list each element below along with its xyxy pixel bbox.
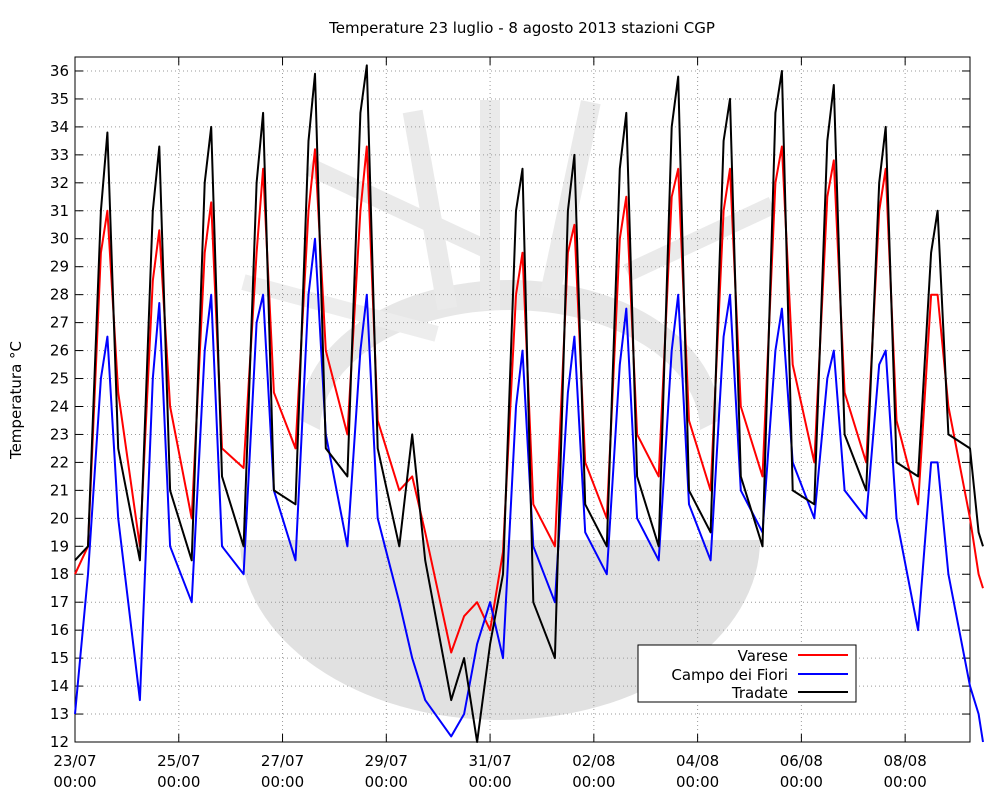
x-axis: 23/07 00:00 25/07 00:00 27/07 00:00 29/07 00:00… <box>53 57 927 791</box>
y-tick-label: 12 <box>50 733 69 751</box>
x-tick-label-time: 00:00 <box>261 773 304 791</box>
y-tick-label: 29 <box>50 258 69 276</box>
y-tick-label: 34 <box>50 118 69 136</box>
y-tick-label: 20 <box>50 509 69 527</box>
y-tick-label: 31 <box>50 202 69 220</box>
y-tick-label: 35 <box>50 90 69 108</box>
series-line-campo-dei-fiori <box>74 237 984 743</box>
y-tick-label: 19 <box>50 537 69 555</box>
x-tick-label-date: 27/07 <box>261 752 304 770</box>
legend-label-varese: Varese <box>738 647 788 665</box>
y-tick-label: 26 <box>50 342 69 360</box>
legend-label-tradate: Tradate <box>731 684 788 702</box>
x-tick-label-date: 06/08 <box>780 752 823 770</box>
x-tick-label-time: 00:00 <box>780 773 823 791</box>
x-tick-label-date: 25/07 <box>157 752 200 770</box>
y-tick-label: 32 <box>50 174 69 192</box>
x-tick-label-date: 31/07 <box>468 752 511 770</box>
x-tick-label-date: 23/07 <box>53 752 96 770</box>
x-tick-label-time: 00:00 <box>884 773 927 791</box>
y-tick-label: 25 <box>50 370 69 388</box>
y-tick-label: 24 <box>50 397 69 415</box>
y-tick-label: 36 <box>50 62 69 80</box>
y-axis: 12 13 14 15 16 17 18 19 20 21 22 23 24 25 26 27 28 29 30 31… <box>50 62 970 751</box>
legend-label-campo-dei-fiori: Campo dei Fiori <box>671 666 788 684</box>
y-tick-label: 28 <box>50 286 69 304</box>
y-tick-label: 14 <box>50 677 69 695</box>
y-tick-label: 16 <box>50 621 69 639</box>
x-tick-label-time: 00:00 <box>572 773 615 791</box>
y-tick-label: 21 <box>50 481 69 499</box>
y-tick-label: 30 <box>50 230 69 248</box>
x-tick-label-time: 00:00 <box>157 773 200 791</box>
y-tick-label: 18 <box>50 565 69 583</box>
x-tick-label-time: 00:00 <box>53 773 96 791</box>
x-tick-label-time: 00:00 <box>676 773 719 791</box>
y-tick-label: 22 <box>50 453 69 471</box>
y-tick-label: 17 <box>50 593 69 611</box>
series-line-tradate <box>74 64 984 743</box>
x-tick-label-time: 00:00 <box>365 773 408 791</box>
plot-area <box>74 56 971 743</box>
x-tick-label-date: 02/08 <box>572 752 615 770</box>
y-tick-label: 15 <box>50 649 69 667</box>
x-tick-label-date: 04/08 <box>676 752 719 770</box>
y-axis-label: Temperatura °C <box>7 341 25 460</box>
x-tick-label-date: 08/08 <box>884 752 927 770</box>
y-tick-label: 33 <box>50 146 69 164</box>
x-tick-label-time: 00:00 <box>468 773 511 791</box>
legend: Varese Campo dei Fiori Tradate <box>637 644 857 703</box>
x-tick-label-date: 29/07 <box>365 752 408 770</box>
y-tick-label: 13 <box>50 705 69 723</box>
series-layer <box>74 64 984 743</box>
chart-title: Temperature 23 luglio - 8 agosto 2013 st… <box>328 19 715 37</box>
y-tick-label: 27 <box>50 314 69 332</box>
y-tick-label: 23 <box>50 425 69 443</box>
